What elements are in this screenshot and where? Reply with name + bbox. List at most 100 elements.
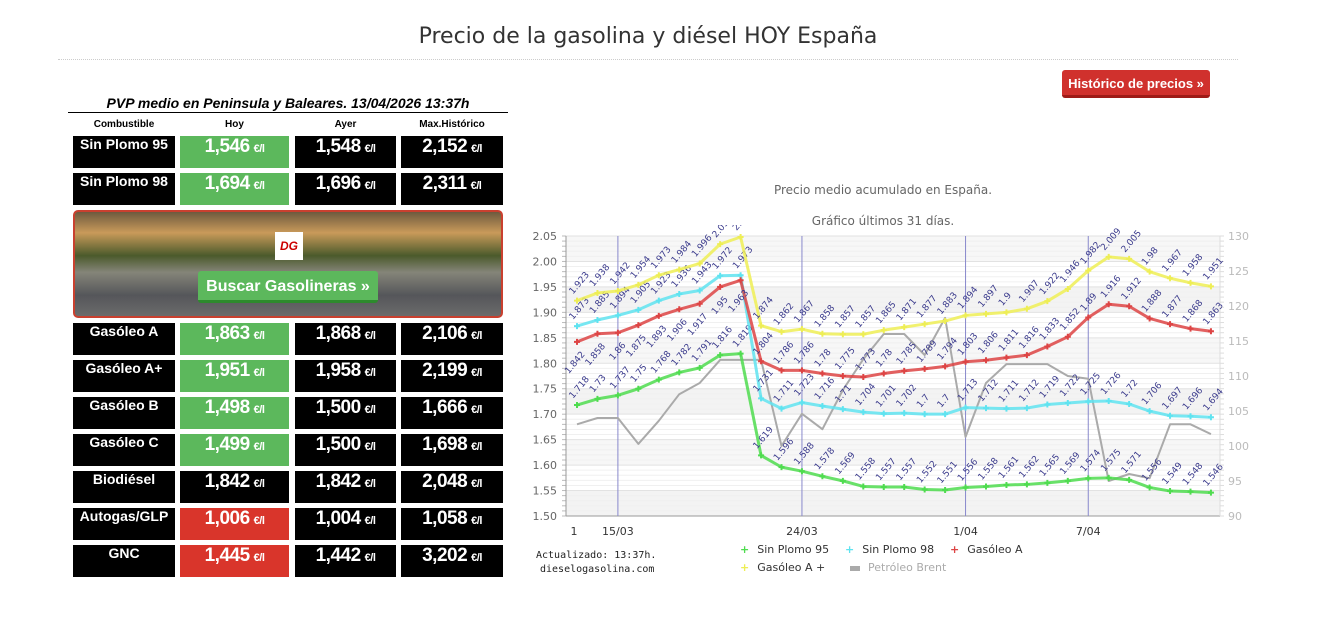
data-point: [942, 363, 949, 370]
legend-cross-icon: +: [740, 561, 750, 574]
data-point: [778, 328, 785, 335]
data-point: [880, 483, 887, 490]
value: 1,951: [204, 360, 251, 381]
price-hoy: 1,006 €/l: [180, 508, 289, 540]
data-point: [942, 487, 949, 494]
price-max: 3,202 €/l: [401, 545, 503, 577]
historico-precios-button[interactable]: Histórico de precios »: [1062, 70, 1210, 98]
data-point: [717, 283, 724, 290]
price-ayer: 1,958 €/l: [295, 360, 396, 392]
table-caption: PVP medio en Peninsula y Baleares. 13/04…: [68, 95, 508, 113]
data-point: [614, 287, 621, 294]
data-point: [1003, 309, 1010, 316]
value: 1,666: [422, 397, 468, 418]
value: 1,548: [315, 136, 362, 157]
y-tick-label: 1.75: [533, 383, 558, 396]
data-point: [1105, 397, 1112, 404]
data-point: [1187, 279, 1194, 286]
data-point: [1207, 489, 1214, 496]
grid-band: [566, 439, 1220, 466]
fuel-name: Gasóleo A: [73, 323, 175, 355]
data-point: [758, 358, 765, 365]
legend-label: Sin Plomo 95: [757, 543, 830, 556]
data-point: [778, 464, 785, 471]
y2-tick-label: 130: [1228, 230, 1249, 243]
data-point: [594, 395, 601, 402]
data-point: [1126, 303, 1133, 310]
data-point: [983, 310, 989, 317]
data-point: [614, 392, 621, 399]
gasolineras-banner[interactable]: DG Buscar Gasolineras »: [73, 210, 503, 318]
data-point: [1044, 401, 1051, 408]
data-point: [1003, 354, 1010, 361]
price-hoy: 1,694 €/l: [180, 173, 289, 205]
data-point: [962, 312, 969, 319]
column-header: Hoy: [225, 119, 244, 130]
data-point: [717, 352, 724, 359]
data-point: [819, 473, 826, 480]
legend-item[interactable]: + Gasóleo A: [950, 543, 1023, 556]
data-point: [1146, 315, 1153, 322]
unit: €/l: [253, 143, 265, 155]
series-line-petr-leo-brent: [576, 316, 1212, 482]
data-point: [737, 272, 744, 279]
data-label: 2.048: [731, 225, 755, 233]
data-point: [921, 365, 928, 372]
grid-band: [566, 490, 1220, 516]
data-point: [594, 330, 601, 337]
price-max: 2,152 €/l: [401, 136, 503, 168]
x-tick-label: 1/04: [953, 525, 978, 538]
data-point: [594, 317, 601, 323]
unit: €/l: [253, 515, 265, 527]
unit: €/l: [364, 478, 376, 490]
fuel-name: Gasóleo C: [73, 434, 175, 466]
data-point: [635, 306, 642, 313]
data-point: [1167, 275, 1174, 282]
legend-item[interactable]: Petróleo Brent: [850, 561, 946, 574]
y2-tick-label: 110: [1228, 370, 1249, 383]
value: 1,863: [204, 323, 251, 344]
data-point: [758, 395, 765, 402]
value: 1,868: [315, 323, 362, 344]
y2-tick-label: 120: [1228, 300, 1249, 313]
data-point: [1044, 479, 1051, 486]
data-point: [798, 399, 805, 406]
data-point: [1003, 405, 1010, 412]
price-ayer: 1,442 €/l: [295, 545, 396, 577]
data-point: [655, 376, 662, 383]
value: Biodiésel: [92, 471, 156, 487]
y2-tick-label: 115: [1228, 335, 1249, 348]
legend-item[interactable]: + Sin Plomo 95: [740, 543, 829, 556]
data-point: [574, 402, 580, 409]
data-point: [574, 338, 580, 345]
legend-label: Petróleo Brent: [868, 561, 947, 574]
x-tick-label: 7/04: [1076, 525, 1101, 538]
value: 1,498: [204, 397, 251, 418]
unit: €/l: [364, 441, 376, 453]
value: 1,842: [315, 471, 362, 492]
data-point: [1167, 412, 1174, 419]
fuel-name: GNC: [73, 545, 175, 577]
buscar-gasolineras-button[interactable]: Buscar Gasolineras »: [198, 271, 378, 303]
price-max: 2,106 €/l: [401, 323, 503, 355]
data-point: [1064, 477, 1071, 484]
data-point: [1105, 301, 1112, 308]
data-point: [1167, 321, 1174, 328]
data-point: [696, 300, 703, 307]
price-hoy: 1,951 €/l: [180, 360, 289, 392]
series-line-sin-plomo-95: [576, 352, 1212, 495]
data-point: [1085, 267, 1092, 274]
legend-item[interactable]: + Sin Plomo 98: [845, 543, 934, 556]
value: 2,199: [422, 360, 468, 381]
data-point: [737, 234, 744, 241]
value: 1,500: [315, 397, 362, 418]
legend-item[interactable]: + Gasóleo A +: [740, 561, 825, 574]
series-line-gas-leo-a-: [576, 235, 1212, 336]
value: Gasóleo A: [89, 323, 159, 339]
y-tick-label: 2.00: [533, 255, 558, 268]
data-point: [839, 373, 846, 379]
data-point: [798, 326, 805, 333]
data-point: [1023, 352, 1030, 359]
data-point: [860, 483, 867, 490]
data-point: [1207, 414, 1214, 421]
